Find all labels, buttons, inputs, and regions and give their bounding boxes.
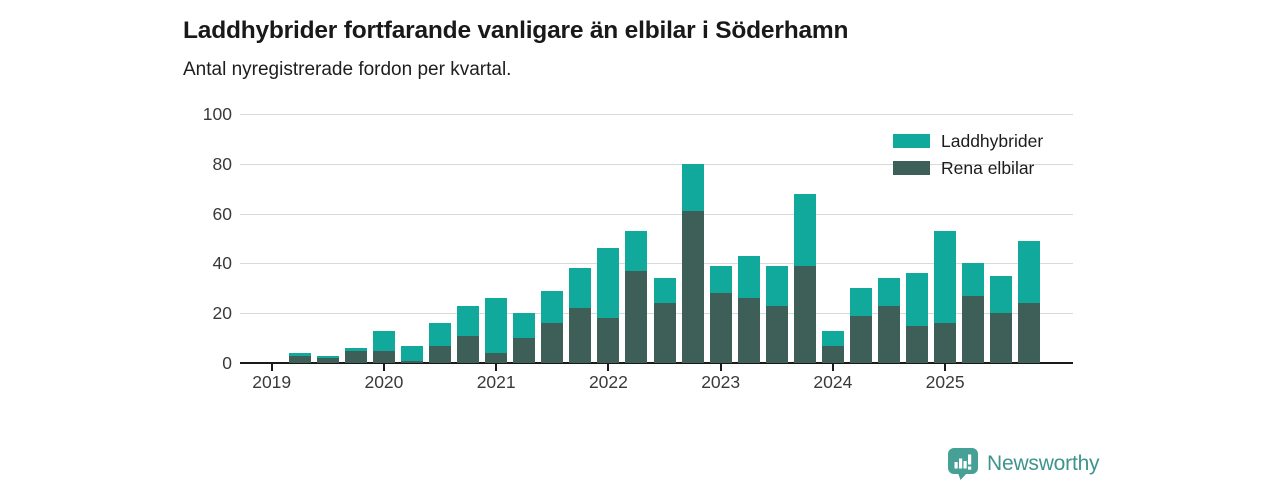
bar-2019-Q3-laddhybrider: [316, 355, 339, 358]
bar-2023-Q2-rena-elbilar: [737, 298, 760, 363]
bar-2020-Q3-rena-elbilar: [429, 345, 452, 363]
x-axis-label-2022: 2022: [588, 372, 628, 392]
chart-title: Laddhybrider fortfarande vanligare än el…: [183, 17, 849, 45]
bar-2024-Q4-rena-elbilar: [906, 325, 929, 363]
bar-2023-Q1-laddhybrider: [709, 265, 732, 294]
bar-2025-Q3-laddhybrider: [990, 275, 1013, 314]
bar-2025-Q4-rena-elbilar: [1018, 303, 1041, 363]
bar-2022-Q2-rena-elbilar: [625, 270, 648, 363]
bar-2020-Q4-laddhybrider: [457, 305, 480, 336]
y-axis-label: 60: [212, 203, 232, 224]
bar-2024-Q3-rena-elbilar: [878, 305, 901, 363]
bar-2024-Q2-laddhybrider: [849, 288, 872, 316]
bar-2022-Q4-rena-elbilar: [681, 211, 704, 363]
bar-2021-Q3-rena-elbilar: [541, 323, 564, 363]
x-axis-label-2024: 2024: [813, 372, 853, 392]
bar-2020-Q2-rena-elbilar: [401, 360, 423, 363]
bar-2023-Q1-rena-elbilar: [709, 293, 732, 363]
gridline-100: [240, 114, 1073, 115]
bar-2023-Q3-rena-elbilar: [765, 305, 788, 363]
x-axis-label-2025: 2025: [925, 372, 965, 392]
bar-2021-Q3-laddhybrider: [541, 290, 564, 324]
legend-swatch: [893, 160, 930, 175]
x-axis-label-2020: 2020: [364, 372, 404, 392]
legend-label: Rena elbilar: [941, 157, 1035, 178]
x-tick-2020: [382, 364, 385, 371]
newsworthy-badge-icon: [948, 448, 978, 480]
bar-2019-Q4-rena-elbilar: [344, 350, 367, 363]
x-tick-2022: [607, 364, 610, 371]
bar-2024-Q4-laddhybrider: [906, 273, 929, 326]
legend-swatch: [893, 134, 930, 148]
bar-2024-Q1-rena-elbilar: [821, 345, 844, 363]
bar-2024-Q2-rena-elbilar: [849, 315, 872, 363]
bar-2022-Q4-laddhybrider: [681, 163, 704, 212]
y-axis-label: 0: [222, 353, 232, 373]
bar-2021-Q4-rena-elbilar: [569, 308, 592, 363]
x-tick-2024: [831, 364, 834, 371]
bar-2021-Q2-laddhybrider: [513, 313, 536, 339]
bar-2025-Q2-rena-elbilar: [962, 295, 985, 363]
x-tick-2019: [270, 364, 273, 371]
gridline-40: [240, 263, 1073, 265]
bar-2025-Q2-laddhybrider: [962, 263, 985, 296]
bar-2021-Q4-laddhybrider: [569, 268, 592, 309]
gridline-80: [240, 163, 1073, 165]
bar-2019-Q2-laddhybrider: [288, 353, 311, 356]
bar-2023-Q2-laddhybrider: [737, 255, 760, 299]
bar-2022-Q1-rena-elbilar: [597, 318, 620, 363]
bar-2019-Q4-laddhybrider: [344, 348, 367, 351]
bar-2019-Q3-rena-elbilar: [316, 358, 339, 363]
bar-2019-Q2-rena-elbilar: [288, 355, 311, 363]
bar-2020-Q1-laddhybrider: [372, 330, 395, 351]
gridline-60: [240, 213, 1073, 215]
bar-2025-Q4-laddhybrider: [1018, 240, 1041, 304]
bar-2020-Q2-laddhybrider: [401, 345, 423, 361]
bar-2023-Q4-laddhybrider: [793, 193, 816, 266]
bar-2025-Q1-rena-elbilar: [934, 323, 957, 363]
x-tick-2023: [719, 364, 722, 371]
x-axis-label-2021: 2021: [476, 372, 516, 392]
bar-2021-Q1-laddhybrider: [485, 298, 508, 354]
y-axis-label: 100: [202, 104, 232, 124]
bar-2022-Q3-laddhybrider: [653, 278, 676, 304]
legend-label: Laddhybrider: [941, 131, 1044, 151]
legend-item-rena-elbilar: Rena elbilar: [893, 158, 1083, 178]
newsworthy-logo: Newsworthy: [947, 447, 1100, 480]
x-axis-label-2019: 2019: [252, 372, 292, 392]
legend-item-laddhybrider: Laddhybrider: [893, 131, 1083, 151]
newsworthy-wordmark: Newsworthy: [987, 451, 1100, 475]
bar-2025-Q1-laddhybrider: [934, 231, 957, 324]
y-axis-label: 40: [212, 253, 232, 274]
y-axis-label: 20: [212, 303, 232, 324]
bar-2021-Q1-rena-elbilar: [485, 353, 508, 363]
bar-2022-Q2-laddhybrider: [625, 231, 648, 271]
bar-2024-Q3-laddhybrider: [878, 278, 901, 306]
bar-2020-Q1-rena-elbilar: [372, 350, 395, 363]
bar-2020-Q4-rena-elbilar: [457, 335, 480, 363]
x-tick-2025: [944, 364, 947, 371]
x-axis-line: [240, 362, 1073, 364]
x-tick-2021: [495, 364, 498, 371]
bar-2022-Q3-rena-elbilar: [653, 303, 676, 363]
y-axis-label: 80: [212, 153, 232, 174]
bar-2023-Q3-laddhybrider: [765, 265, 788, 306]
bar-2025-Q3-rena-elbilar: [990, 313, 1013, 363]
bar-2022-Q1-laddhybrider: [597, 248, 620, 319]
bar-2023-Q4-rena-elbilar: [793, 265, 816, 363]
bar-2020-Q3-laddhybrider: [429, 323, 452, 346]
bar-2024-Q1-laddhybrider: [821, 330, 844, 346]
bar-2021-Q2-rena-elbilar: [513, 338, 536, 363]
x-axis-label-2023: 2023: [701, 372, 741, 392]
chart-subtitle: Antal nyregistrerade fordon per kvartal.: [183, 59, 512, 80]
